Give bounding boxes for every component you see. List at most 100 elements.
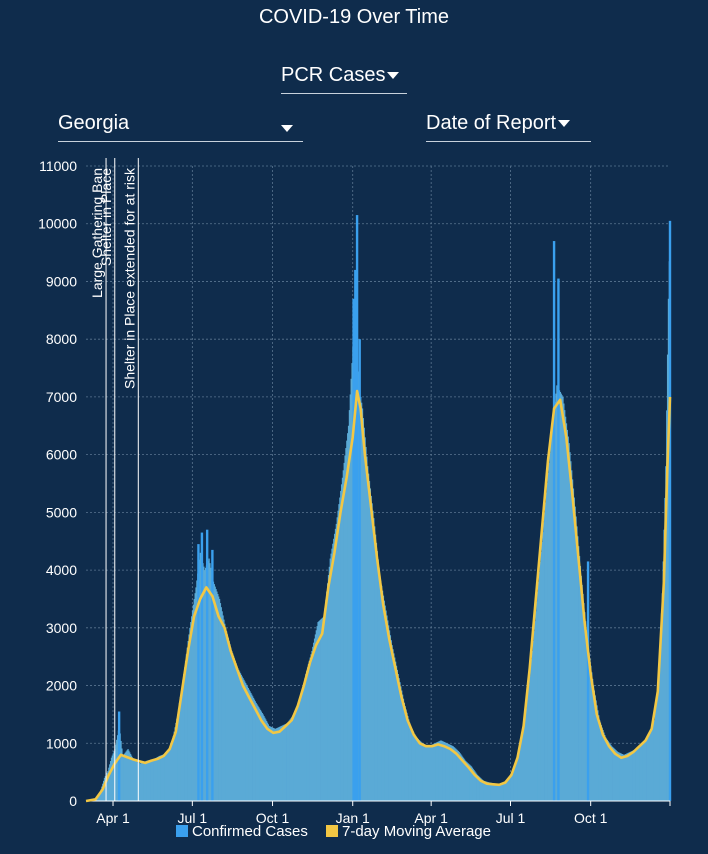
confirmed-cases-bar (544, 502, 547, 801)
region-dropdown[interactable]: Georgia (58, 112, 303, 142)
confirmed-cases-bar (615, 750, 617, 801)
confirmed-cases-bar (226, 634, 229, 801)
confirmed-cases-bar (123, 754, 125, 801)
y-tick-label: 0 (69, 793, 77, 809)
confirmed-cases-bar (643, 741, 645, 801)
confirmed-cases-bar (503, 781, 506, 801)
confirmed-cases-bar (652, 725, 654, 801)
annotation-label: Shelter in Place extended for at risk (121, 167, 137, 389)
date-type-dropdown[interactable]: Date of Report (426, 112, 591, 142)
confirmed-cases-bar (281, 725, 283, 801)
confirmed-cases-bar (597, 710, 599, 801)
confirmed-cases-bar (645, 739, 647, 801)
confirmed-cases-bar (350, 378, 352, 801)
confirmed-cases-bar (293, 714, 295, 801)
confirmed-cases-bar (488, 782, 490, 801)
confirmed-cases-bar (111, 755, 113, 801)
confirmed-cases-bar (266, 722, 269, 801)
confirmed-cases-bar (497, 783, 500, 801)
confirmed-cases-bar (361, 402, 363, 801)
confirmed-cases-bar (561, 395, 563, 801)
confirmed-cases-bar (445, 742, 447, 801)
confirmed-cases-bar (625, 753, 627, 801)
confirmed-cases-bar (272, 728, 275, 801)
confirmed-cases-bar (639, 744, 642, 801)
confirmed-cases-bar (139, 763, 141, 801)
confirmed-cases-bar (663, 529, 665, 801)
confirmed-cases-bar (297, 706, 299, 801)
confirmed-cases-bar (187, 641, 189, 801)
metric-dropdown[interactable]: PCR Cases (281, 64, 407, 94)
confirmed-cases-bar (483, 780, 485, 801)
confirmed-cases-bar (165, 752, 168, 801)
confirmed-cases-bar (473, 770, 475, 801)
confirmed-cases-bar (454, 747, 456, 801)
confirmed-cases-bar (475, 772, 477, 801)
confirmed-cases-bar (258, 707, 260, 801)
confirmed-cases-bar (490, 782, 492, 801)
confirmed-cases-bar (140, 763, 142, 801)
confirmed-cases-bar (171, 740, 174, 801)
confirmed-cases-bar (584, 612, 586, 801)
confirmed-cases-bar (450, 745, 453, 801)
confirmed-cases-bar (637, 747, 639, 801)
confirmed-cases-bar (576, 526, 578, 801)
confirmed-cases-bar (224, 623, 226, 801)
confirmed-cases-bar (538, 571, 541, 801)
confirmed-cases-bar (443, 742, 446, 801)
confirmed-cases-bar (377, 559, 379, 801)
confirmed-cases-bar (612, 747, 615, 801)
confirmed-cases-bar (434, 743, 436, 801)
confirmed-cases-bar (107, 770, 109, 801)
confirmed-cases-bar (308, 660, 310, 801)
confirmed-cases-bar (275, 728, 277, 801)
confirmed-cases-bar (177, 714, 179, 801)
confirmed-cases-bar (97, 794, 100, 801)
confirmed-cases-bar (348, 410, 351, 801)
confirmed-cases-bar (103, 777, 106, 801)
confirmed-cases-bar (510, 773, 513, 801)
confirmed-cases-bar (604, 735, 606, 801)
confirmed-cases-bar (325, 599, 327, 801)
confirmed-cases-bar (196, 580, 198, 801)
confirmed-cases-bar (234, 660, 236, 801)
confirmed-cases-bar (590, 665, 592, 801)
confirmed-cases-bar (508, 777, 510, 801)
confirmed-cases-bar (286, 723, 288, 801)
confirmed-cases-bar (551, 426, 554, 801)
confirmed-cases-bar (465, 761, 467, 801)
confirmed-cases-bar (246, 686, 249, 801)
confirmed-cases-bar (374, 534, 377, 801)
confirmed-cases-bar (242, 678, 244, 801)
confirmed-cases-bar (611, 746, 613, 801)
confirmed-cases-bar (371, 503, 373, 801)
confirmed-cases-bar (648, 735, 650, 801)
confirmed-cases-spike-bar (586, 561, 590, 801)
confirmed-cases-bar (403, 702, 405, 801)
confirmed-cases-bar (442, 741, 444, 801)
confirmed-cases-bar (617, 751, 619, 801)
confirmed-cases-bar (455, 748, 457, 801)
confirmed-cases-bar (161, 754, 163, 801)
confirmed-cases-bar (650, 730, 652, 801)
confirmed-cases-bar (421, 742, 423, 801)
confirmed-cases-bar (568, 443, 570, 801)
confirmed-cases-bar (124, 752, 127, 801)
confirmed-cases-bar (654, 710, 657, 801)
confirmed-cases-bar (448, 744, 450, 801)
confirmed-cases-bar (641, 743, 643, 801)
confirmed-cases-bar (562, 396, 564, 801)
confirmed-cases-bar (666, 354, 669, 801)
y-tick-label: 8000 (46, 331, 77, 347)
confirmed-cases-bar (192, 604, 195, 801)
confirmed-cases-bar (346, 440, 348, 801)
confirmed-cases-bar (194, 593, 196, 801)
confirmed-cases-bar (250, 692, 252, 801)
confirmed-cases-bar (121, 748, 123, 801)
confirmed-cases-bar (625, 753, 628, 801)
confirmed-cases-bar (294, 711, 297, 801)
confirmed-cases-bar (397, 674, 399, 801)
confirmed-cases-bar (453, 746, 455, 801)
confirmed-cases-bar (539, 561, 541, 801)
confirmed-cases-bar (147, 760, 149, 801)
